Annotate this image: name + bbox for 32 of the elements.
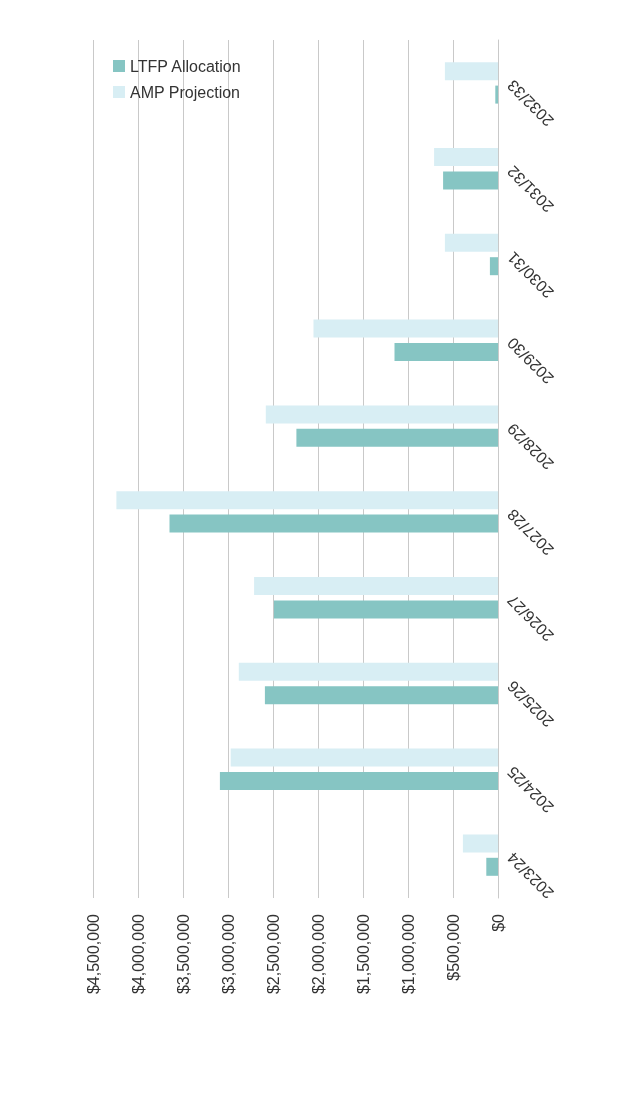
bar bbox=[313, 319, 498, 338]
bar bbox=[219, 772, 498, 790]
bar bbox=[169, 514, 498, 533]
bar bbox=[462, 834, 498, 853]
bar bbox=[116, 491, 498, 510]
bar bbox=[495, 85, 498, 104]
x-tick-label: $1,500,000 bbox=[354, 913, 372, 995]
x-tick-label: $4,500,000 bbox=[84, 913, 102, 995]
bar bbox=[273, 600, 498, 619]
bar bbox=[444, 62, 498, 81]
x-tick-label: $4,000,000 bbox=[129, 913, 147, 995]
bar bbox=[444, 233, 498, 252]
legend-label: LTFP Allocation bbox=[130, 57, 241, 75]
bar bbox=[238, 662, 498, 681]
bar bbox=[230, 748, 498, 767]
legend-label: AMP Projection bbox=[130, 83, 240, 101]
x-tick-label: $2,000,000 bbox=[309, 913, 327, 995]
x-tick-label: $0 bbox=[489, 913, 507, 932]
x-tick-label: $1,000,000 bbox=[399, 913, 417, 995]
x-tick-label: $500,000 bbox=[444, 913, 462, 981]
bar bbox=[443, 171, 498, 190]
bar bbox=[264, 686, 498, 705]
bar bbox=[486, 857, 498, 876]
bar bbox=[489, 257, 498, 276]
x-tick-label: $2,500,000 bbox=[264, 913, 282, 995]
bar bbox=[394, 343, 498, 361]
x-tick-label: $3,500,000 bbox=[174, 913, 192, 995]
bar bbox=[296, 428, 498, 447]
bar bbox=[265, 405, 498, 424]
bar bbox=[254, 577, 498, 595]
x-tick-label: $3,000,000 bbox=[219, 913, 237, 995]
bar bbox=[434, 148, 498, 166]
